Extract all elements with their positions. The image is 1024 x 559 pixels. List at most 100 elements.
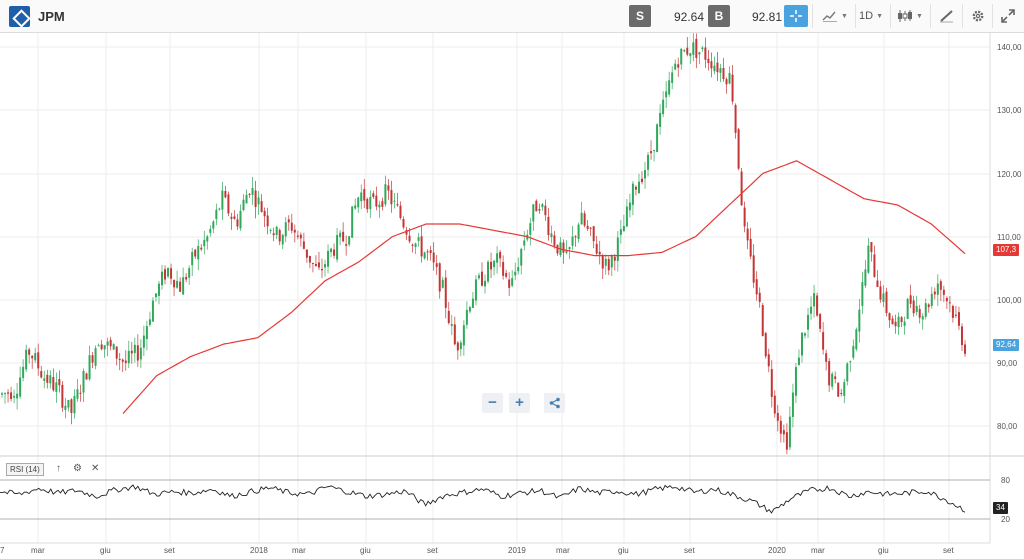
candle-body — [52, 377, 55, 391]
candle-body — [88, 355, 91, 380]
candle-body — [541, 204, 544, 208]
candle-body — [441, 279, 444, 288]
candle-body — [474, 279, 477, 301]
candle-body — [758, 292, 761, 302]
candle-body — [40, 371, 43, 378]
candle-body — [254, 190, 257, 208]
crosshair-button[interactable] — [784, 5, 808, 27]
candle-body — [788, 416, 791, 448]
arrow-up-icon: ↑ — [56, 463, 61, 474]
candle-body — [846, 363, 849, 382]
candle-body — [239, 210, 242, 229]
candlestick-icon — [898, 10, 913, 22]
rsi-settings-button[interactable]: ⚙ — [73, 463, 82, 475]
candle-body — [85, 373, 88, 380]
drawing-tools-button[interactable] — [935, 5, 959, 27]
rsi-indicator-label[interactable]: RSI (14) — [6, 463, 44, 476]
chart-type-dropdown[interactable]: ▼ — [818, 5, 852, 27]
share-button[interactable] — [544, 393, 565, 413]
candle-body — [598, 251, 601, 255]
candle-body — [311, 262, 314, 264]
share-icon — [549, 397, 560, 409]
candle-body — [728, 72, 731, 84]
candle-body — [897, 316, 900, 328]
candle-body — [644, 170, 647, 179]
candle-body — [28, 349, 31, 355]
candle-body — [1, 393, 3, 395]
chevron-down-icon: ▼ — [841, 12, 848, 20]
settings-button[interactable] — [967, 5, 989, 27]
candle-body — [770, 369, 773, 397]
zoom-in-button[interactable]: + — [509, 393, 530, 413]
candle-body — [797, 357, 800, 366]
fullscreen-button[interactable] — [997, 5, 1019, 27]
candle-style-dropdown[interactable]: ▼ — [895, 5, 925, 27]
candle-body — [683, 50, 686, 52]
candle-body — [616, 237, 619, 261]
candle-body — [888, 313, 891, 321]
candle-body — [861, 282, 864, 306]
buy-button[interactable]: B — [708, 5, 730, 27]
candle-body — [936, 283, 939, 295]
candle-body — [115, 346, 118, 359]
candle-body — [589, 227, 592, 229]
candle-body — [906, 298, 909, 319]
draw-tool-icon — [940, 10, 953, 23]
candle-body — [257, 197, 260, 205]
timeframe-dropdown[interactable]: 1D ▼ — [858, 5, 884, 27]
candle-body — [933, 291, 936, 295]
candle-body — [692, 42, 695, 55]
candle-body — [499, 251, 502, 259]
candle-body — [414, 243, 417, 248]
candle-body — [366, 198, 369, 210]
candle-body — [583, 213, 586, 226]
candle-body — [299, 234, 302, 239]
rsi-close-button[interactable]: ✕ — [91, 463, 99, 475]
candle-body — [224, 190, 227, 198]
candle-body — [281, 234, 284, 245]
toolbar-divider — [855, 4, 856, 28]
candle-body — [176, 280, 179, 288]
time-tick: set — [427, 546, 438, 555]
candle-body — [734, 105, 737, 133]
candle-body — [650, 151, 653, 154]
candle-body — [891, 318, 894, 325]
candle-body — [565, 250, 568, 253]
candle-body — [586, 225, 589, 229]
rsi-move-up-button[interactable]: ↑ — [56, 463, 61, 475]
candle-body — [34, 353, 37, 361]
instrument-symbol[interactable]: JPM — [38, 9, 65, 24]
candle-body — [810, 306, 813, 314]
candle-body — [133, 344, 136, 354]
candle-body — [411, 244, 414, 246]
crosshair-icon — [790, 10, 802, 22]
time-tick: set — [943, 546, 954, 555]
candle-body — [351, 206, 354, 238]
candle-body — [686, 47, 689, 55]
candle-body — [185, 277, 188, 280]
candle-body — [592, 226, 595, 242]
candle-body — [314, 263, 317, 266]
candle-body — [502, 262, 505, 276]
candle-body — [523, 240, 526, 246]
candle-body — [456, 342, 459, 351]
zoom-out-button[interactable]: − — [482, 393, 503, 413]
candle-body — [825, 353, 828, 362]
candle-body — [755, 279, 758, 295]
rsi-tick: 80 — [1001, 476, 1010, 485]
candle-body — [25, 349, 28, 370]
candle-body — [752, 255, 755, 283]
candle-body — [444, 277, 447, 308]
sell-button[interactable]: S — [629, 5, 651, 27]
gear-icon: ⚙ — [73, 463, 82, 474]
candle-body — [100, 344, 103, 350]
buy-price[interactable]: 92.81 — [752, 10, 783, 24]
candle-body — [269, 229, 272, 231]
candle-body — [151, 300, 154, 322]
candle-body — [785, 432, 788, 450]
price-chart[interactable]: 140,00 130,00 120,00 110,00 100,00 90,00… — [0, 33, 1024, 559]
candle-body — [701, 47, 704, 50]
candle-body — [885, 291, 888, 314]
sell-price[interactable]: 92.64 — [674, 10, 705, 24]
candle-body — [49, 375, 52, 384]
